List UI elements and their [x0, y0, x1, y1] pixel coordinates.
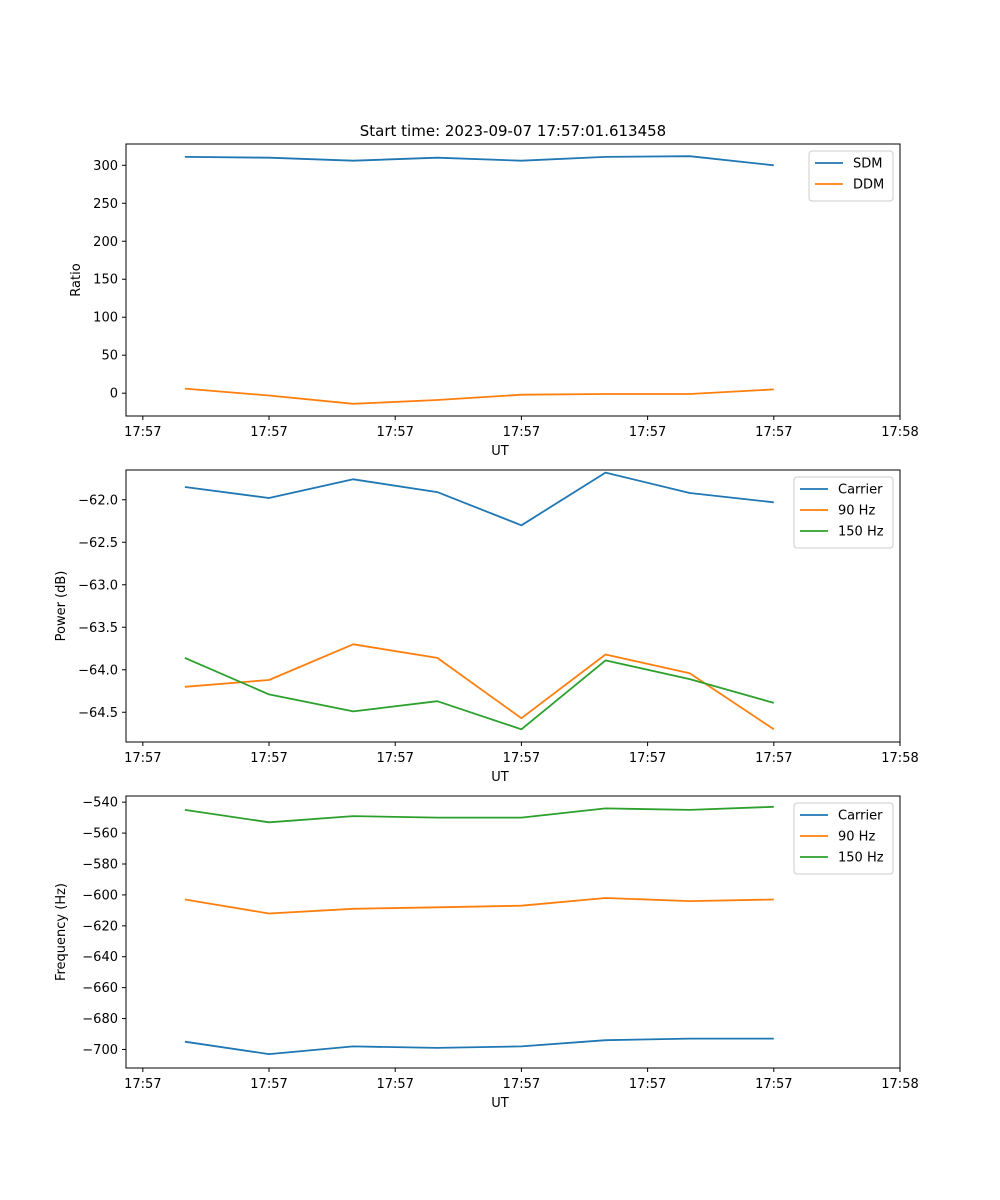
x-tick-label: 17:57	[376, 425, 413, 440]
x-tick-label: 17:57	[503, 425, 540, 440]
y-tick-label: −62.5	[78, 536, 118, 551]
x-tick-label: 17:57	[376, 1077, 413, 1092]
y-tick-label: −600	[82, 888, 118, 903]
x-tick-label: 17:57	[503, 1077, 540, 1092]
axes-frame	[125, 143, 901, 417]
y-tick-label: 250	[93, 197, 118, 212]
x-tick-label: 17:58	[881, 425, 918, 440]
series-line-sdm	[184, 155, 774, 167]
panel-3: 17:57 17:57 17:57 17:57 17:57 17:57 17:58 −540 −…	[54, 795, 919, 1111]
panel-1: 17:57 17:57 17:57 17:57 17:57 17:57 17:58 0 50 10…	[69, 143, 919, 459]
legend-label: 90 Hz	[838, 830, 875, 845]
series-line-carrier	[184, 1037, 774, 1055]
x-axis-label: UT	[491, 444, 509, 459]
y-tick-label: 200	[93, 235, 118, 250]
series-line-carrier	[184, 471, 774, 527]
y-tick-label: −640	[82, 950, 118, 965]
legend-label: Carrier	[838, 483, 883, 498]
panel-2: 17:57 17:57 17:57 17:57 17:57 17:57 17:58 −62.0…	[54, 469, 919, 785]
x-tick-label: 17:57	[755, 751, 792, 766]
x-tick-label: 17:57	[250, 425, 287, 440]
y-tick-label: 100	[93, 311, 118, 326]
series-line-150-hz	[184, 805, 774, 824]
series-line-150-hz	[184, 657, 775, 731]
y-tick-label: 150	[93, 273, 118, 288]
x-tick-label: 17:57	[503, 751, 540, 766]
y-tick-label: −660	[82, 981, 118, 996]
x-tick-label: 17:58	[881, 1077, 918, 1092]
legend-label: Carrier	[838, 809, 883, 824]
legend-label: 150 Hz	[838, 525, 884, 540]
chart-title: Start time: 2023-09-07 17:57:01.613458	[360, 122, 666, 140]
y-tick-label: 0	[110, 387, 118, 402]
x-tick-label: 17:57	[755, 425, 792, 440]
legend-label: 150 Hz	[838, 851, 884, 866]
y-axis-label: Ratio	[69, 263, 84, 296]
y-tick-label: −64.0	[78, 663, 118, 678]
x-axis-label: UT	[491, 1096, 509, 1111]
legend-label: DDM	[853, 178, 884, 193]
y-tick-label: −63.5	[78, 621, 118, 636]
y-tick-label: −560	[82, 827, 118, 842]
y-tick-label: 300	[93, 159, 118, 174]
x-tick-label: 17:57	[755, 1077, 792, 1092]
x-tick-label: 17:57	[124, 425, 161, 440]
y-tick-label: −64.5	[78, 706, 118, 721]
y-tick-label: −680	[82, 1012, 118, 1027]
x-tick-label: 17:57	[250, 1077, 287, 1092]
x-tick-label: 17:57	[250, 751, 287, 766]
y-tick-label: −580	[82, 858, 118, 873]
legend-label: 90 Hz	[838, 504, 875, 519]
axes-frame	[125, 795, 901, 1069]
x-tick-label: 17:57	[376, 751, 413, 766]
legend: Carrier 90 Hz 150 Hz	[793, 476, 894, 549]
y-tick-label: −63.0	[78, 578, 118, 593]
x-tick-label: 17:57	[629, 425, 666, 440]
axes-frame	[125, 469, 901, 743]
y-axis-label: Frequency (Hz)	[54, 883, 69, 981]
y-tick-label: −540	[82, 796, 118, 811]
y-tick-label: −700	[82, 1043, 118, 1058]
x-tick-label: 17:57	[629, 751, 666, 766]
legend: Carrier 90 Hz 150 Hz	[793, 802, 894, 875]
x-tick-label: 17:57	[629, 1077, 666, 1092]
y-tick-label: 50	[101, 349, 118, 364]
legend-label: SDM	[853, 157, 882, 172]
legend: SDM DDM	[808, 150, 894, 202]
series-line-90-hz	[184, 897, 774, 915]
y-axis-label: Power (dB)	[54, 571, 69, 642]
series-line-ddm	[184, 387, 774, 405]
x-axis-label: UT	[491, 770, 509, 785]
y-tick-label: −62.0	[78, 493, 118, 508]
x-tick-label: 17:57	[124, 751, 161, 766]
series-line-90-hz	[184, 643, 775, 731]
x-tick-label: 17:58	[881, 751, 918, 766]
y-tick-label: −620	[82, 919, 118, 934]
x-tick-label: 17:57	[124, 1077, 161, 1092]
